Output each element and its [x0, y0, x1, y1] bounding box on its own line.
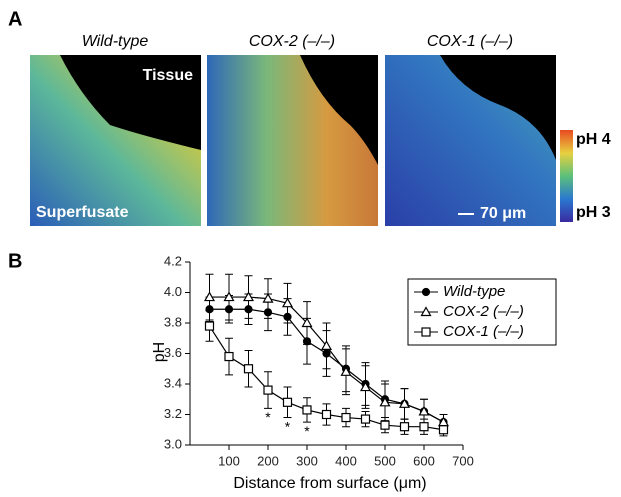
x-tick-label: 400 — [335, 453, 357, 468]
y-tick-label: 3.8 — [164, 314, 182, 329]
marker — [204, 321, 215, 331]
marker — [359, 381, 372, 392]
marker — [224, 351, 234, 362]
y-tick-label: 3.0 — [164, 436, 182, 451]
legend-label: COX-1 (–/–) — [443, 323, 524, 340]
marker — [262, 292, 274, 303]
marker — [418, 405, 430, 416]
colorbar-label: pH 3 — [576, 204, 611, 221]
y-tick-label: 4.2 — [164, 253, 182, 268]
marker — [283, 312, 292, 321]
micrograph — [30, 55, 573, 226]
annotation: * — [265, 409, 271, 425]
y-tick-label: 4.0 — [164, 284, 182, 299]
panel-letter: B — [8, 250, 22, 272]
x-tick-label: 700 — [452, 453, 474, 468]
panel-title: COX-2 (–/–) — [249, 33, 335, 50]
marker — [243, 364, 254, 374]
superfusate-label: Superfusate — [36, 204, 129, 221]
panel-title: Wild-type — [82, 33, 149, 50]
marker — [398, 398, 411, 408]
annotation: * — [304, 423, 310, 439]
x-tick-label: 600 — [413, 453, 435, 468]
marker — [223, 291, 235, 302]
y-tick-label: 3.6 — [164, 345, 182, 360]
marker — [379, 396, 391, 407]
marker — [340, 366, 352, 376]
legend-marker — [420, 306, 432, 317]
scale-label: 70 μm — [480, 205, 526, 222]
annotation: * — [285, 418, 291, 434]
x-tick-label: 200 — [257, 453, 279, 468]
x-tick-label: 300 — [296, 453, 318, 468]
x-tick-label: 500 — [374, 453, 396, 468]
marker — [419, 422, 429, 432]
marker — [321, 409, 332, 420]
marker — [263, 308, 273, 317]
legend-label: Wild-type — [443, 283, 505, 300]
y-tick-label: 3.4 — [164, 375, 182, 390]
marker — [301, 317, 313, 328]
legend-label: COX-2 (–/–) — [443, 303, 524, 320]
marker — [399, 422, 410, 432]
marker — [242, 291, 255, 302]
marker — [322, 349, 331, 358]
colorbar-label: pH 4 — [576, 131, 611, 148]
marker — [302, 337, 312, 346]
x-axis-title: Distance from surface (μm) — [233, 475, 426, 492]
marker — [438, 425, 449, 435]
marker — [205, 305, 214, 314]
panel-title: COX-1 (–/–) — [427, 33, 513, 50]
marker — [263, 385, 273, 395]
x-tick-label: 100 — [218, 453, 240, 468]
marker — [341, 412, 351, 423]
legend-marker — [421, 287, 431, 297]
tissue-label: Tissue — [143, 67, 194, 84]
marker — [281, 297, 294, 308]
panel-letter: A — [8, 8, 22, 30]
marker — [360, 414, 371, 424]
marker — [224, 305, 234, 314]
marker — [244, 305, 253, 314]
marker — [282, 397, 293, 407]
y-axis-title: pH — [151, 342, 168, 362]
y-tick-label: 3.2 — [164, 406, 182, 421]
marker — [380, 420, 390, 430]
legend-marker — [421, 327, 431, 337]
marker — [203, 291, 216, 302]
marker — [320, 340, 333, 350]
marker — [302, 405, 312, 415]
